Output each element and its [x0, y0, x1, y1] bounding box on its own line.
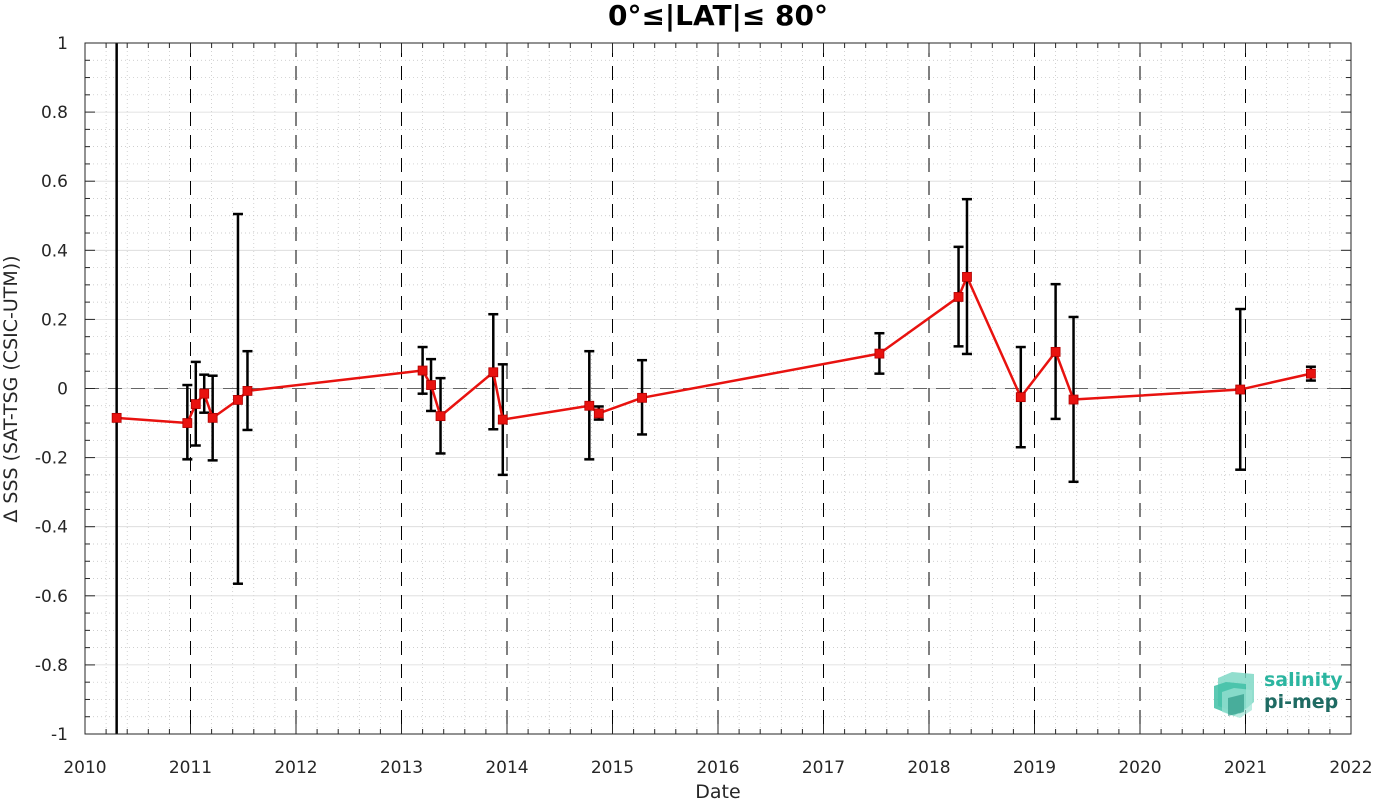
y-tick-label: -0.4 — [35, 518, 68, 538]
logo-text-salinity: salinity — [1264, 669, 1343, 691]
y-tick-label: -0.2 — [35, 449, 68, 469]
data-point — [233, 395, 243, 405]
y-tick-label: 1 — [57, 34, 68, 54]
series-markers — [111, 272, 1316, 428]
x-tick-labels: 2010 2011 2012 2013 2014 2015 2016 2017 2018 2019… — [63, 758, 1372, 778]
data-point — [417, 365, 428, 376]
x-tick-label: 2017 — [802, 758, 845, 778]
x-tick-label: 2019 — [1013, 758, 1056, 778]
data-point — [1050, 346, 1061, 357]
data-point — [1015, 392, 1026, 403]
data-point — [593, 408, 604, 419]
data-point — [962, 272, 972, 282]
data-point — [111, 412, 122, 423]
x-tick-label: 2012 — [274, 758, 317, 778]
y-tick-label: 0.8 — [41, 103, 68, 123]
salinity-pi-mep-logo: salinity pi-mep — [1214, 669, 1343, 718]
logo-text-pi-mep: pi-mep — [1264, 691, 1338, 713]
y-tick-label: -1 — [51, 725, 68, 745]
x-tick-label: 2022 — [1329, 758, 1372, 778]
x-axis-label: Date — [695, 781, 740, 801]
data-point — [1306, 368, 1316, 379]
data-point — [488, 367, 499, 378]
data-point — [637, 392, 647, 403]
data-point — [1068, 394, 1079, 405]
data-point — [242, 386, 253, 396]
data-point — [207, 412, 218, 423]
y-tick-label: -0.6 — [35, 587, 68, 607]
x-tick-label: 2013 — [380, 758, 423, 778]
data-point — [584, 400, 595, 411]
y-tick-label: 0.2 — [41, 310, 68, 330]
data-point — [182, 418, 193, 428]
x-tick-label: 2020 — [1118, 758, 1161, 778]
axis-ticks — [84, 42, 1352, 735]
x-tick-label: 2010 — [63, 758, 106, 778]
data-point — [1235, 384, 1246, 395]
data-point — [199, 388, 210, 399]
y-tick-labels: 1 0.8 0.6 0.4 0.2 0 -0.2 -0.4 -0.6 -0.8 -1 — [35, 34, 68, 745]
y-tick-label: 0 — [57, 380, 68, 400]
data-point — [953, 292, 964, 302]
y-tick-label: 0.6 — [41, 172, 68, 192]
x-tick-label: 2015 — [591, 758, 634, 778]
data-point — [190, 399, 201, 409]
logo-wave-icon — [1214, 672, 1254, 718]
x-tick-label: 2014 — [485, 758, 528, 778]
data-point — [426, 380, 436, 390]
y-tick-label: 0.4 — [41, 241, 68, 261]
y-tick-label: -0.8 — [35, 656, 68, 676]
x-tick-label: 2011 — [169, 758, 212, 778]
x-tick-label: 2018 — [907, 758, 950, 778]
y-axis-label: Δ SSS (SAT-TSG (CSIC-UTM)) — [0, 255, 22, 522]
error-bars — [115, 43, 1316, 734]
x-tick-label: 2021 — [1224, 758, 1267, 778]
data-point — [497, 414, 508, 425]
data-point — [435, 411, 446, 422]
data-point — [874, 348, 885, 359]
chart-title: 0°≤|LAT|≤ 80° — [608, 0, 828, 32]
x-tick-label: 2016 — [696, 758, 739, 778]
